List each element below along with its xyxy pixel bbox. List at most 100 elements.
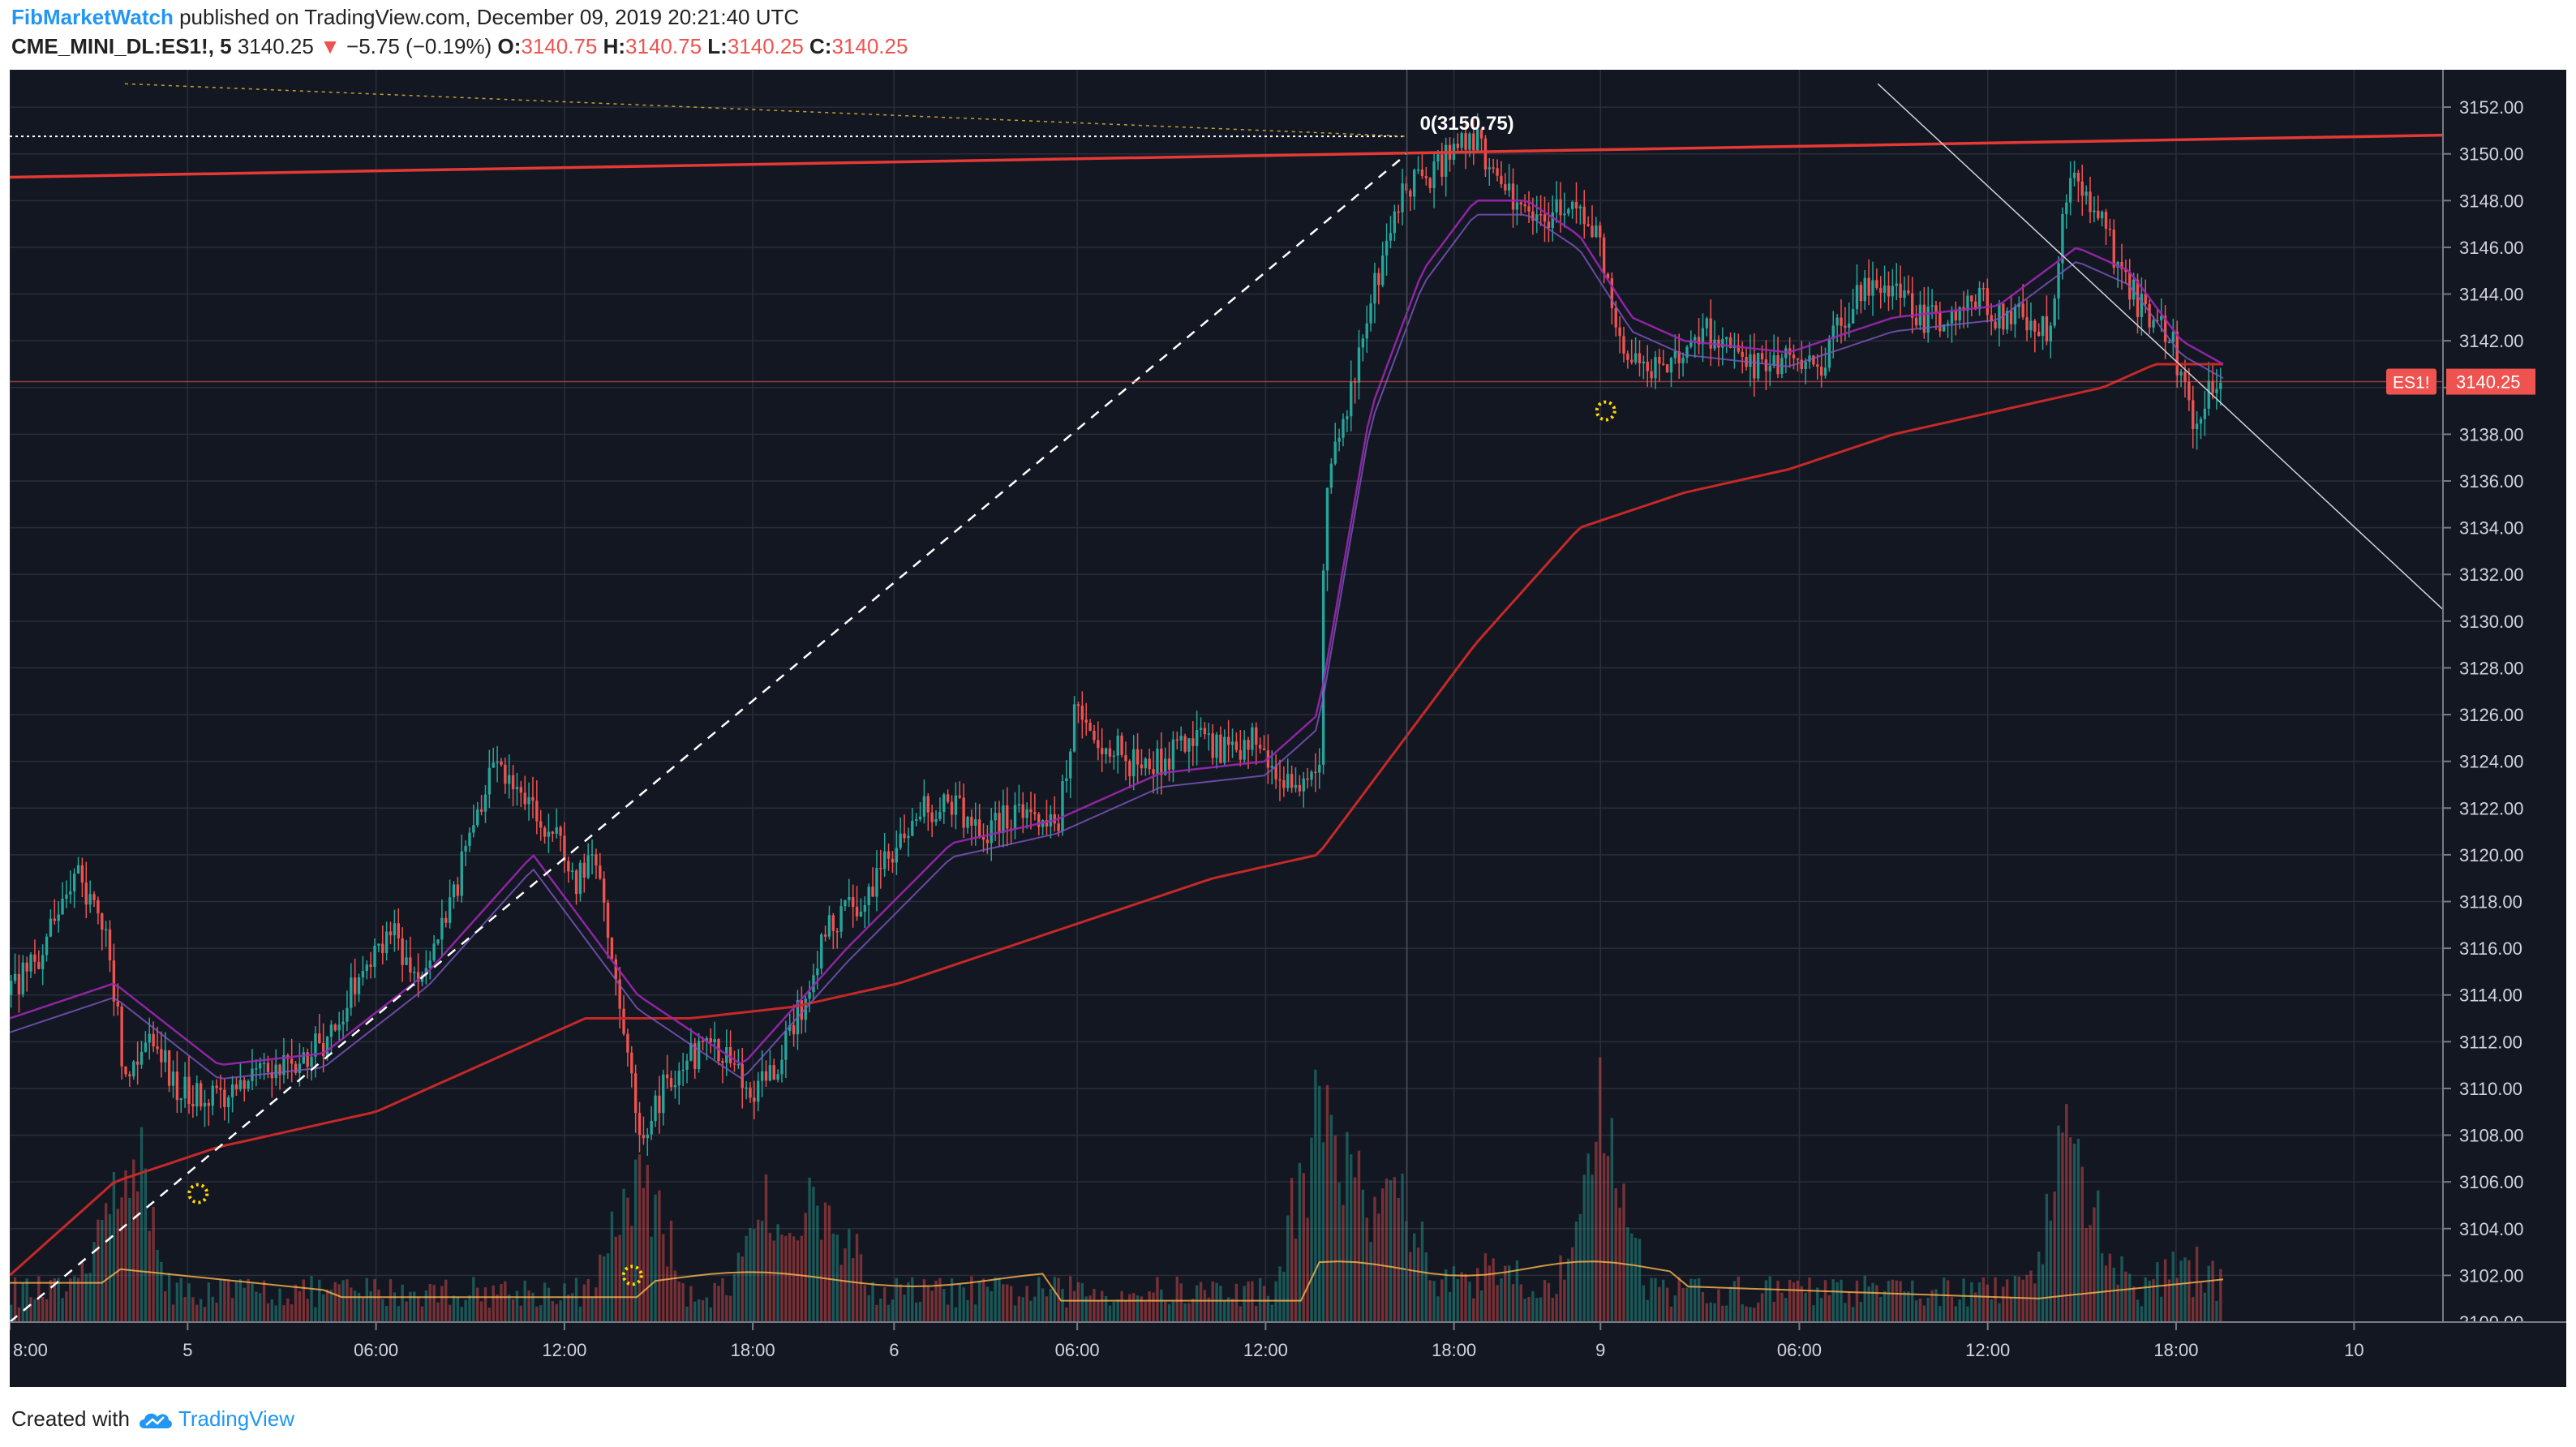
volume-bar: [1191, 1299, 1195, 1322]
volume-bar: [705, 1297, 709, 1322]
candle-body: [998, 813, 1001, 833]
candle-body: [2104, 212, 2108, 229]
candle-body: [448, 897, 452, 923]
volume-bar: [1488, 1265, 1491, 1322]
volume-bar: [1574, 1222, 1578, 1322]
candle-body: [887, 851, 891, 859]
volume-bar: [677, 1282, 680, 1322]
candle-body: [432, 943, 436, 961]
candle-body: [1251, 727, 1254, 750]
candle-body: [57, 914, 60, 921]
volume-bar: [1709, 1302, 1712, 1322]
candle-body: [476, 809, 479, 826]
volume-bar: [487, 1307, 492, 1322]
volume-bar: [1531, 1290, 1535, 1322]
volume-bar: [1266, 1295, 1270, 1322]
candle-body: [1614, 307, 1617, 328]
price-chart[interactable]: 0(3150.75) 3152.00 3150.00 3148.00 3146.00 31…: [10, 70, 2566, 1387]
candle-body: [2211, 380, 2214, 393]
candle-body: [2160, 316, 2163, 320]
volume-bar: [1464, 1273, 1467, 1322]
candle-body: [1337, 437, 1341, 442]
candle-body: [1618, 327, 1621, 337]
candle-body: [1140, 764, 1144, 769]
candle-body: [1531, 211, 1535, 221]
x-tick-label: 06:00: [354, 1340, 398, 1360]
volume-bar: [346, 1279, 349, 1322]
volume-bar: [1101, 1290, 1104, 1322]
volume-bar: [689, 1286, 693, 1322]
candle-body: [259, 1063, 262, 1069]
volume-bar: [1614, 1188, 1617, 1322]
candle-body: [1760, 353, 1764, 360]
candle-body: [2013, 307, 2017, 324]
volume-bar: [736, 1252, 741, 1322]
candle-body: [1887, 286, 1891, 297]
volume-bar: [1911, 1280, 1914, 1322]
volume-bar: [2136, 1299, 2140, 1322]
volume-bar: [1187, 1303, 1191, 1322]
candle-body: [234, 1084, 238, 1089]
candle-body: [2167, 341, 2171, 344]
volume-bar: [1812, 1305, 1815, 1322]
volume-bar: [203, 1307, 207, 1322]
candle-body: [677, 1071, 680, 1085]
volume-bar: [325, 1289, 329, 1322]
candle-body: [1582, 206, 1586, 225]
volume-bar: [563, 1283, 566, 1322]
volume-bar: [1677, 1277, 1681, 1322]
volume-bar: [1215, 1282, 1218, 1322]
volume-bar: [697, 1299, 701, 1322]
tradingview-brand-link[interactable]: TradingView: [178, 1406, 295, 1431]
candle-body: [1665, 364, 1669, 373]
volume-bar: [1017, 1296, 1021, 1322]
candle-body: [389, 931, 393, 936]
volume-bar: [985, 1286, 990, 1322]
candle-body: [2029, 320, 2033, 331]
volume-bar: [602, 1256, 606, 1322]
candle-body: [2076, 173, 2080, 182]
volume-bar: [926, 1285, 930, 1322]
volume-bar: [1804, 1292, 1807, 1322]
volume-bar: [796, 1240, 800, 1322]
volume-bar: [1638, 1239, 1642, 1322]
price-tag-value: 3140.25: [2456, 372, 2521, 393]
candle-body: [942, 794, 946, 812]
candle-body: [1519, 202, 1522, 205]
volume-bar: [187, 1283, 191, 1322]
volume-bar: [1685, 1287, 1689, 1322]
candle-body: [1258, 745, 1262, 749]
candle-body: [346, 1007, 349, 1022]
volume-bar: [1946, 1280, 1950, 1322]
candle-body: [701, 1041, 705, 1042]
volume-bar: [1630, 1233, 1634, 1322]
volume-bar: [33, 1299, 36, 1322]
candle-body: [1784, 348, 1788, 359]
candle-body: [871, 887, 874, 897]
candle-body: [907, 835, 910, 839]
volume-bar: [1899, 1281, 1902, 1322]
volume-bar: [124, 1170, 127, 1322]
candle-body: [61, 898, 64, 915]
candle-body: [1819, 367, 1823, 376]
candle-body: [101, 913, 104, 930]
candle-body: [45, 936, 49, 955]
volume-bar: [728, 1295, 732, 1322]
candle-body: [1669, 358, 1673, 373]
volume-bar: [1199, 1282, 1203, 1322]
symbol-label[interactable]: CME_MINI_DL:ES1!, 5: [11, 34, 232, 58]
candle-body: [606, 902, 610, 938]
author-link[interactable]: FibMarketWatch: [11, 5, 174, 29]
candle-body: [1654, 356, 1657, 379]
candle-body: [2089, 191, 2092, 213]
volume-bar: [1211, 1281, 1214, 1322]
volume-bar: [504, 1281, 507, 1322]
candle-body: [1148, 758, 1151, 770]
candle-body: [764, 1071, 768, 1081]
volume-bar: [1823, 1280, 1827, 1322]
candle-body: [1737, 345, 1740, 352]
volume-bar: [2065, 1104, 2068, 1322]
volume-bar: [1401, 1173, 1404, 1322]
candle-body: [599, 865, 602, 879]
volume-bar: [1721, 1305, 1724, 1322]
